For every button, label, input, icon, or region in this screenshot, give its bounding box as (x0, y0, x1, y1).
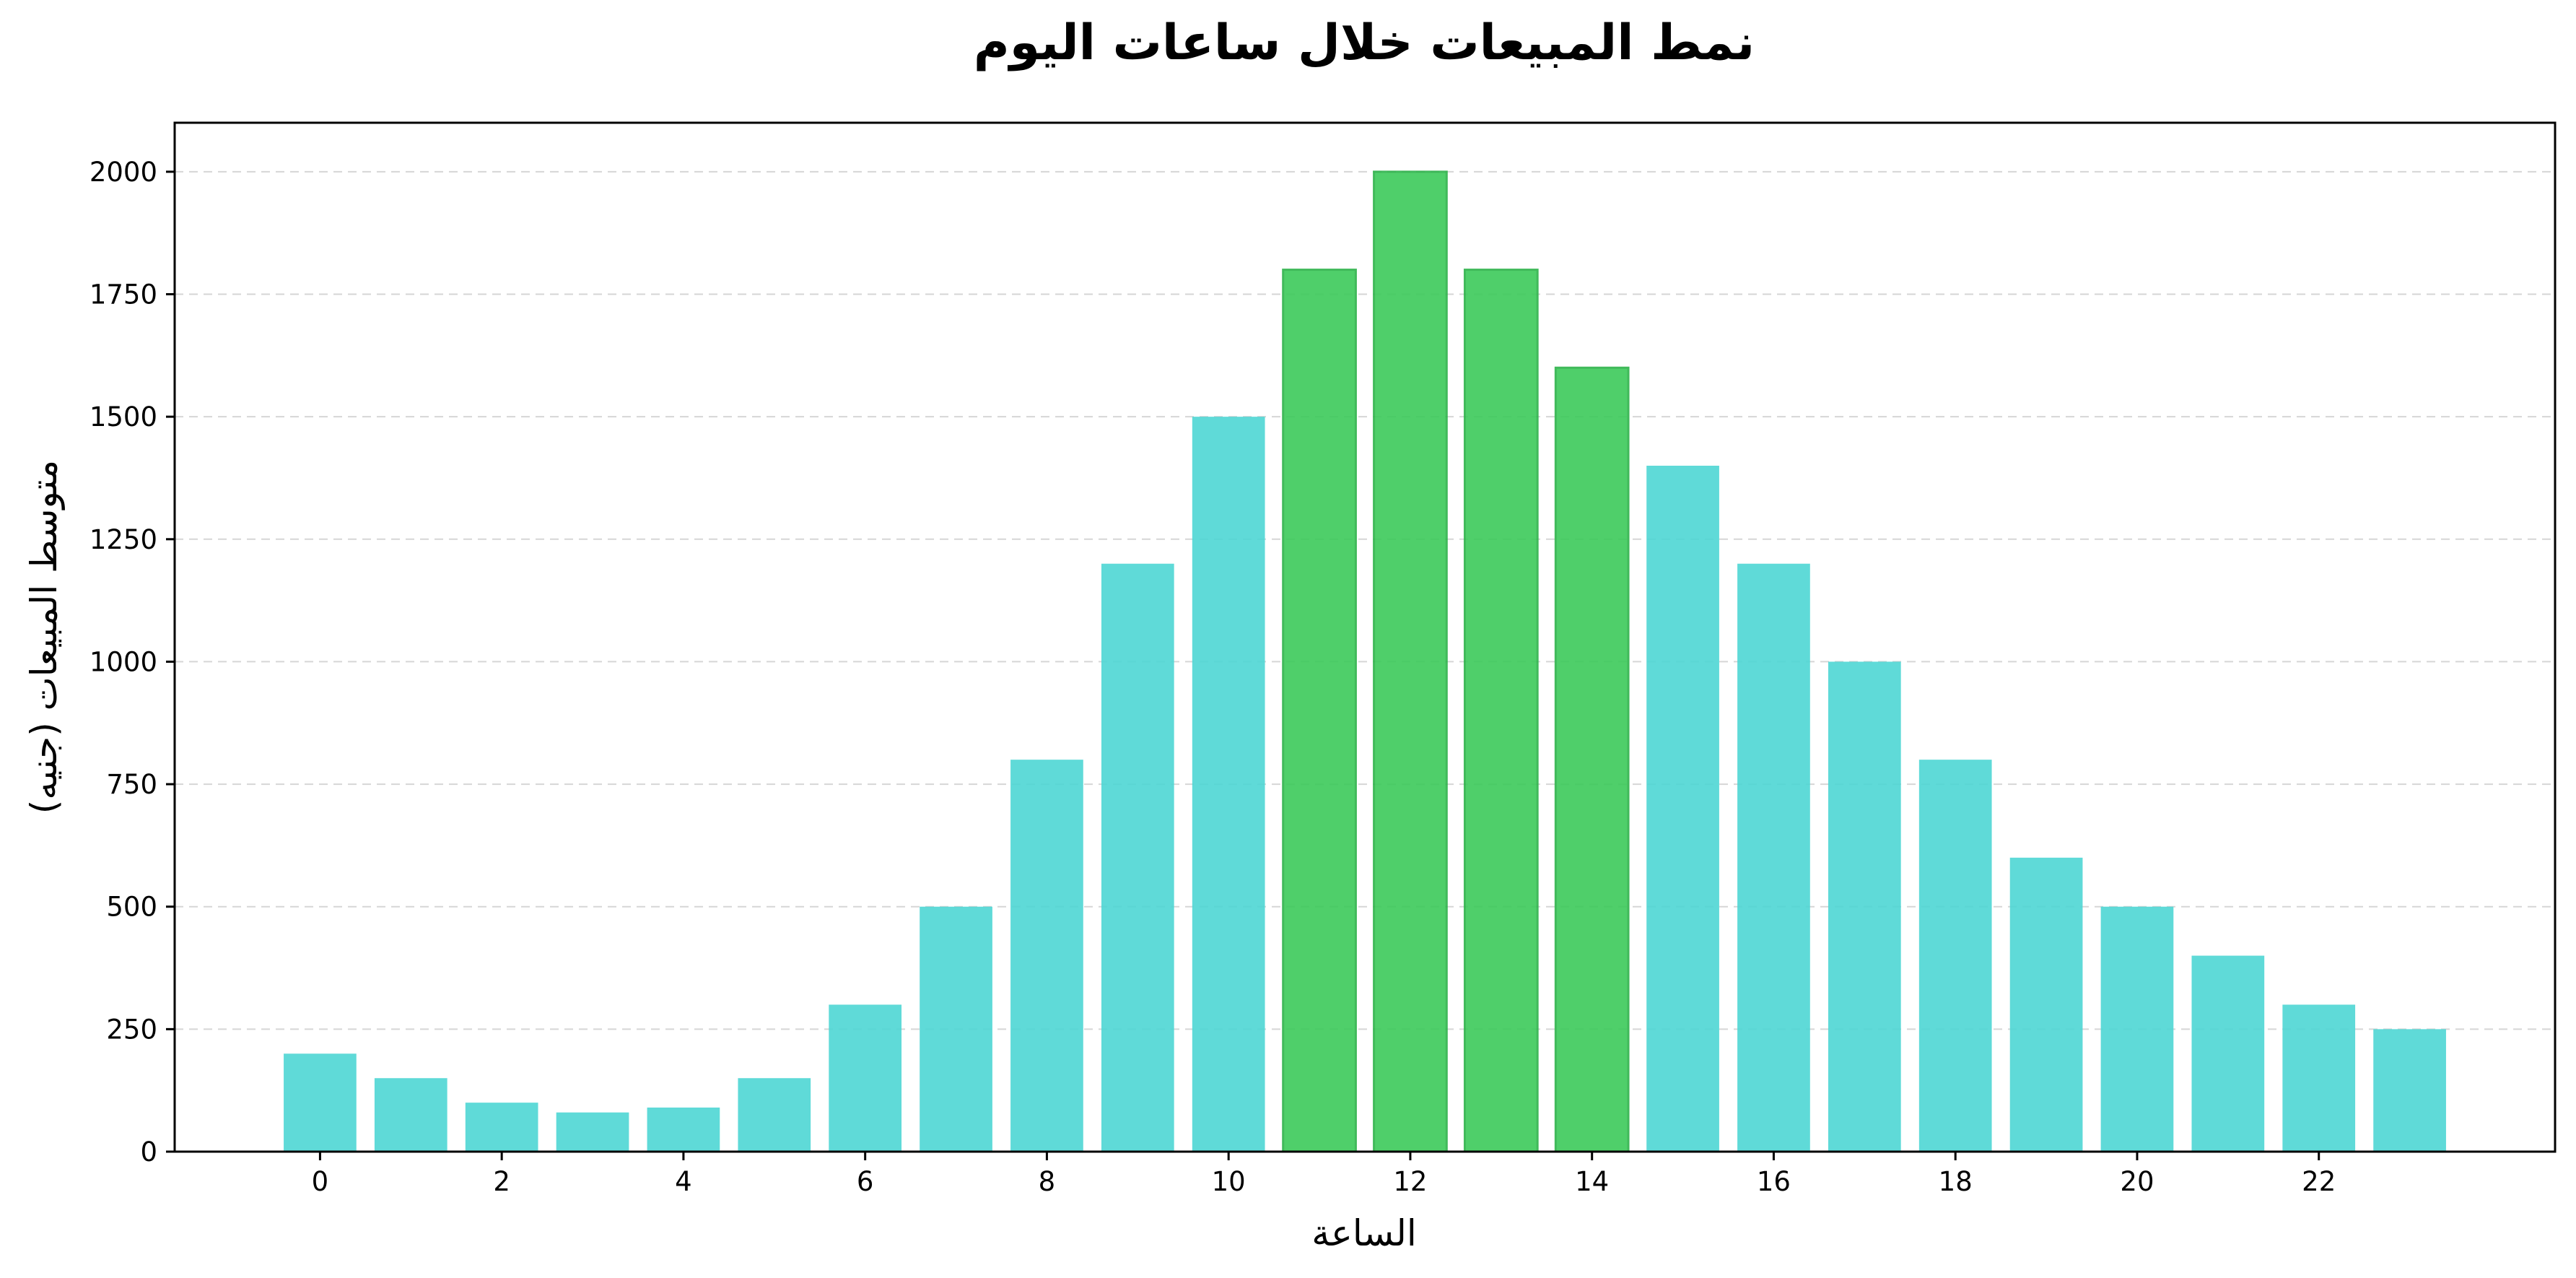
bar-hour-3 (556, 1112, 629, 1152)
bar-hour-16 (1737, 563, 1810, 1152)
bar-hour-0 (284, 1053, 357, 1152)
bar-hour-2 (465, 1103, 538, 1152)
y-tick-label-500: 500 (106, 892, 157, 923)
bar-hour-12 (1373, 170, 1448, 1153)
bar-hour-1 (374, 1078, 447, 1152)
x-axis-label: الساعة (1311, 1212, 1417, 1254)
bars (284, 170, 2446, 1153)
y-axis-ticks: 0 250 500 750 1000 1250 1500 1750 2000 (89, 157, 175, 1168)
bar-hour-6 (829, 1004, 902, 1152)
x-tick-label-6: 6 (857, 1166, 874, 1197)
y-tick-label-250: 250 (106, 1014, 157, 1045)
y-tick-label-1250: 1250 (89, 524, 157, 555)
x-tick-label-16: 16 (1757, 1166, 1791, 1197)
bar-hour-13 (1463, 269, 1539, 1153)
x-tick-label-14: 14 (1575, 1166, 1609, 1197)
x-tick-label-18: 18 (1939, 1166, 1973, 1197)
x-tick-label-22: 22 (2302, 1166, 2336, 1197)
bar-hour-4 (647, 1107, 720, 1152)
plot-frame (173, 121, 2557, 1153)
bar-hour-15 (1646, 466, 1719, 1152)
bar-hour-7 (920, 906, 992, 1152)
x-tick-label-2: 2 (493, 1166, 510, 1197)
bar-hour-14 (1554, 366, 1630, 1153)
bar-hour-21 (2191, 955, 2265, 1152)
x-tick-label-10: 10 (1212, 1166, 1246, 1197)
chart-title: نمط المبيعات خلال ساعات اليوم (974, 14, 1755, 71)
bar-hour-22 (2282, 1004, 2356, 1152)
x-tick-label-0: 0 (312, 1166, 329, 1197)
y-tick-label-1750: 1750 (89, 279, 157, 310)
y-tick-label-0: 0 (140, 1136, 157, 1168)
x-tick-label-8: 8 (1039, 1166, 1056, 1197)
bar-hour-19 (2009, 857, 2083, 1152)
bar-hour-23 (2373, 1029, 2446, 1152)
x-tick-label-12: 12 (1393, 1166, 1427, 1197)
bar-hour-8 (1010, 760, 1083, 1152)
bar-hour-10 (1192, 417, 1265, 1152)
y-tick-label-1000: 1000 (89, 646, 157, 677)
y-tick-label-2000: 2000 (89, 157, 157, 188)
bar-hour-17 (1828, 661, 1901, 1152)
gridlines (175, 170, 2555, 1030)
bar-hour-9 (1101, 563, 1174, 1152)
y-tick-label-750: 750 (106, 769, 157, 800)
y-axis-label: متوسط المبيعات (جنيه) (23, 460, 65, 814)
bar-hour-11 (1282, 269, 1357, 1153)
bar-hour-20 (2100, 906, 2174, 1152)
x-tick-label-20: 20 (2120, 1166, 2154, 1197)
x-tick-label-4: 4 (675, 1166, 692, 1197)
bar-hour-5 (738, 1078, 811, 1152)
x-axis-ticks: 0 2 4 6 8 10 12 14 16 18 20 22 (312, 1152, 2336, 1197)
bar-hour-18 (1918, 760, 1992, 1152)
y-tick-label-1500: 1500 (89, 401, 157, 432)
